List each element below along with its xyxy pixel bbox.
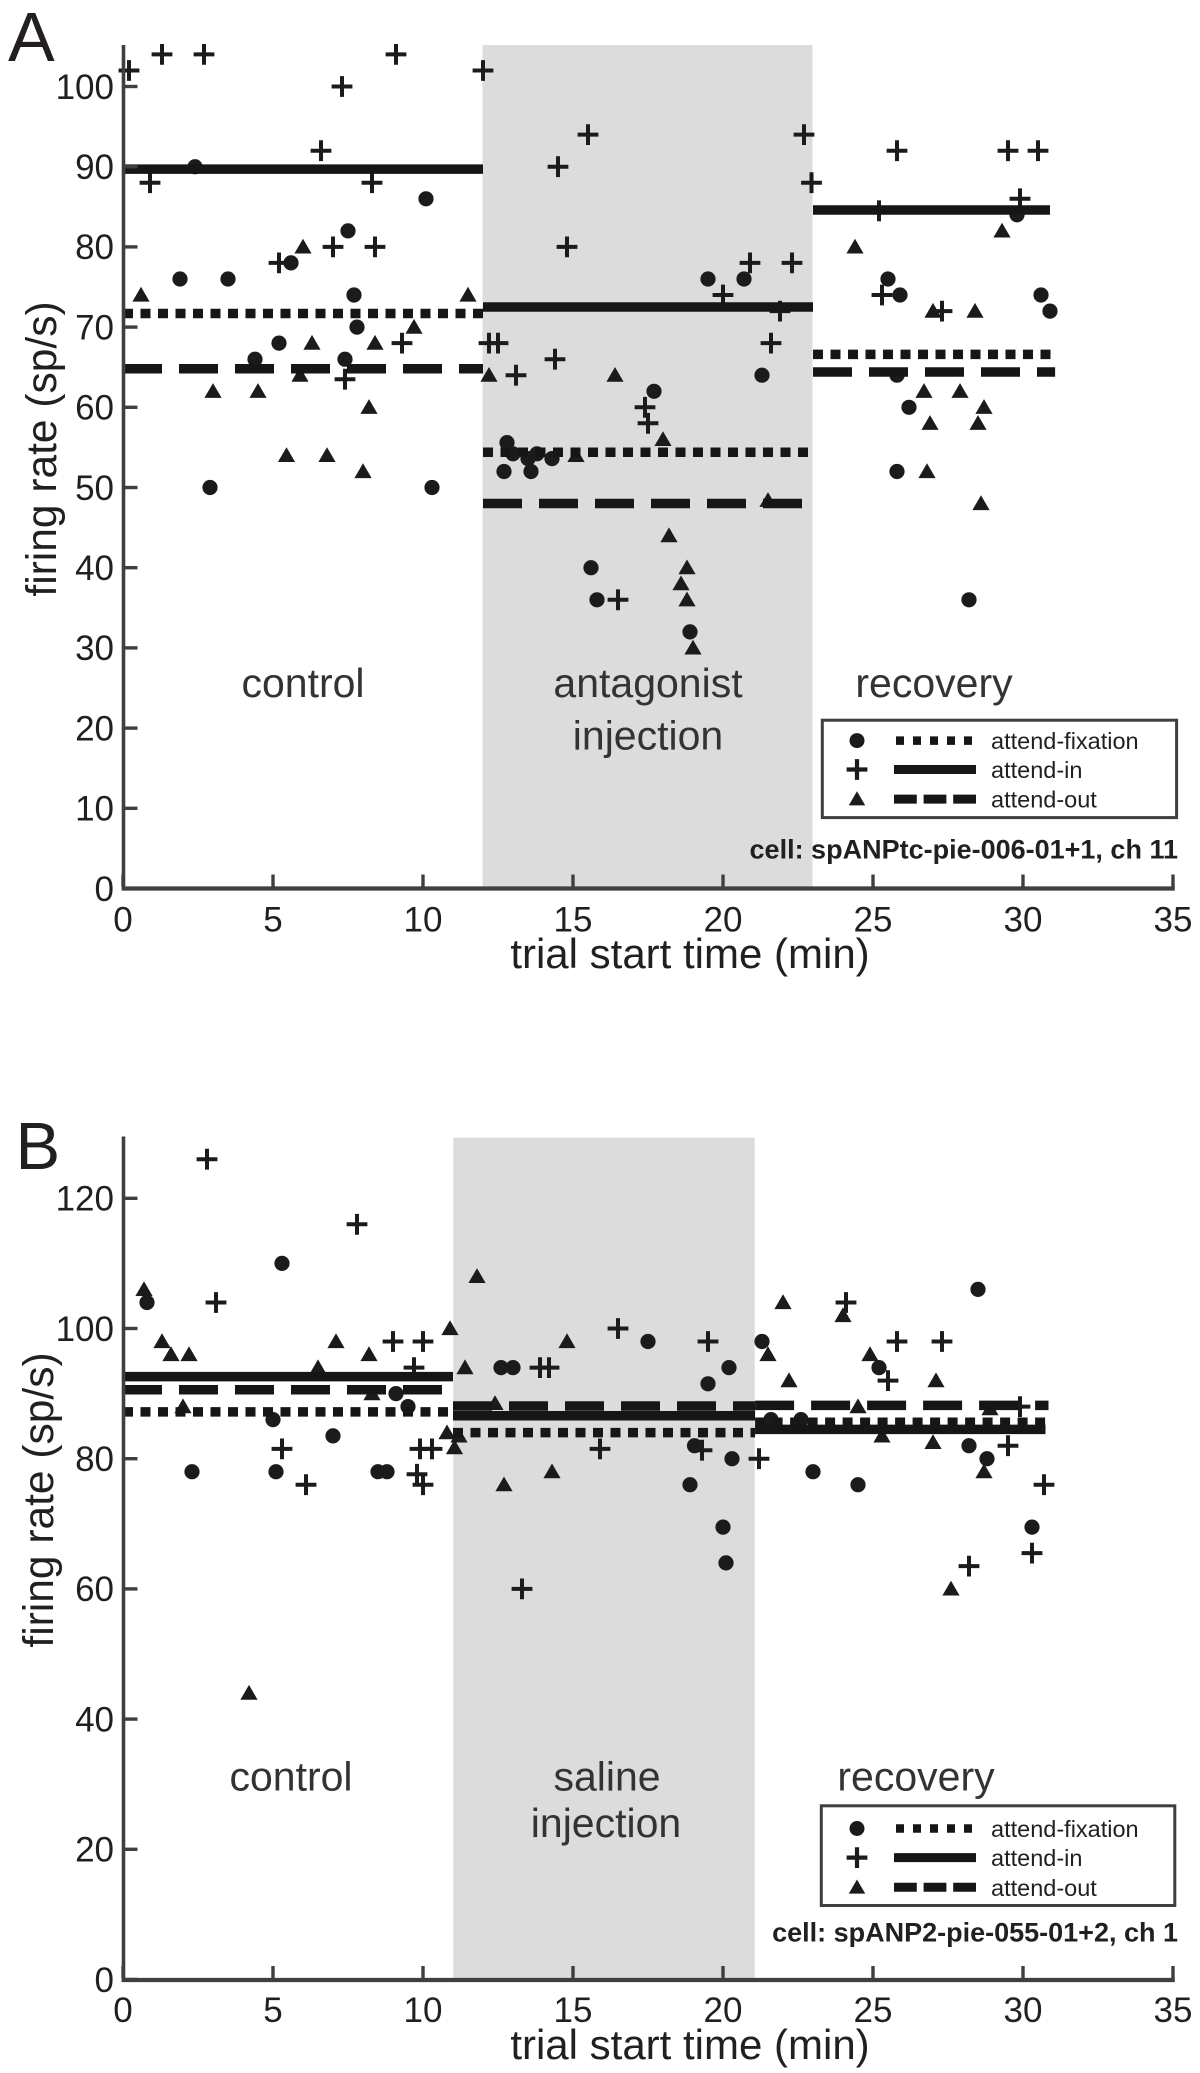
svg-text:trial start time (min): trial start time (min) (510, 2021, 869, 2068)
svg-text:recovery: recovery (855, 660, 1013, 706)
svg-text:30: 30 (1004, 1991, 1043, 2030)
svg-text:injection: injection (531, 1800, 681, 1846)
svg-text:attend-fixation: attend-fixation (991, 728, 1139, 754)
svg-text:attend-out: attend-out (991, 787, 1097, 813)
svg-text:5: 5 (263, 900, 282, 939)
svg-text:30: 30 (1004, 900, 1043, 939)
svg-text:control: control (229, 1754, 352, 1800)
svg-text:attend-in: attend-in (991, 757, 1082, 783)
svg-text:0: 0 (113, 1991, 132, 2030)
svg-text:0: 0 (113, 900, 132, 939)
svg-text:saline: saline (553, 1754, 660, 1800)
svg-text:15: 15 (554, 1991, 593, 2030)
svg-text:10: 10 (404, 900, 443, 939)
svg-text:30: 30 (75, 629, 114, 668)
svg-text:trial start time (min): trial start time (min) (510, 930, 869, 977)
svg-text:80: 80 (75, 228, 114, 267)
svg-text:40: 40 (75, 1700, 114, 1739)
svg-text:25: 25 (854, 1991, 893, 2030)
svg-text:40: 40 (75, 549, 114, 588)
svg-text:attend-fixation: attend-fixation (991, 1816, 1139, 1842)
svg-text:35: 35 (1154, 900, 1193, 939)
svg-text:recovery: recovery (837, 1754, 995, 1800)
svg-text:90: 90 (75, 148, 114, 187)
svg-text:20: 20 (704, 900, 743, 939)
svg-text:100: 100 (56, 68, 114, 107)
svg-text:60: 60 (75, 1570, 114, 1609)
svg-text:B: B (16, 1109, 61, 1184)
svg-text:antagonist: antagonist (553, 660, 743, 706)
svg-text:injection: injection (573, 713, 723, 759)
svg-text:attend-out: attend-out (991, 1875, 1097, 1901)
svg-text:120: 120 (56, 1180, 114, 1219)
svg-text:0: 0 (95, 870, 114, 909)
svg-text:20: 20 (704, 1991, 743, 2030)
svg-text:firing rate (sp/s): firing rate (sp/s) (19, 301, 66, 596)
svg-text:attend-in: attend-in (991, 1845, 1082, 1871)
svg-text:35: 35 (1154, 1991, 1193, 2030)
svg-text:A: A (8, 0, 55, 76)
svg-text:15: 15 (554, 900, 593, 939)
svg-text:cell: spANPtc-pie-006-01+1, ch: cell: spANPtc-pie-006-01+1, ch 11 (750, 835, 1178, 865)
svg-text:5: 5 (263, 1991, 282, 2030)
svg-text:20: 20 (75, 1831, 114, 1870)
svg-text:cell: spANP2-pie-055-01+2, ch: cell: spANP2-pie-055-01+2, ch 1 (772, 1918, 1178, 1948)
svg-text:20: 20 (75, 709, 114, 748)
svg-text:25: 25 (854, 900, 893, 939)
svg-text:70: 70 (75, 308, 114, 347)
svg-text:50: 50 (75, 469, 114, 508)
svg-text:60: 60 (75, 389, 114, 428)
svg-text:100: 100 (56, 1310, 114, 1349)
svg-text:10: 10 (75, 790, 114, 829)
svg-text:control: control (241, 660, 364, 706)
svg-text:0: 0 (95, 1961, 114, 2000)
svg-text:10: 10 (404, 1991, 443, 2030)
svg-text:firing rate (sp/s): firing rate (sp/s) (16, 1352, 63, 1647)
svg-text:80: 80 (75, 1440, 114, 1479)
